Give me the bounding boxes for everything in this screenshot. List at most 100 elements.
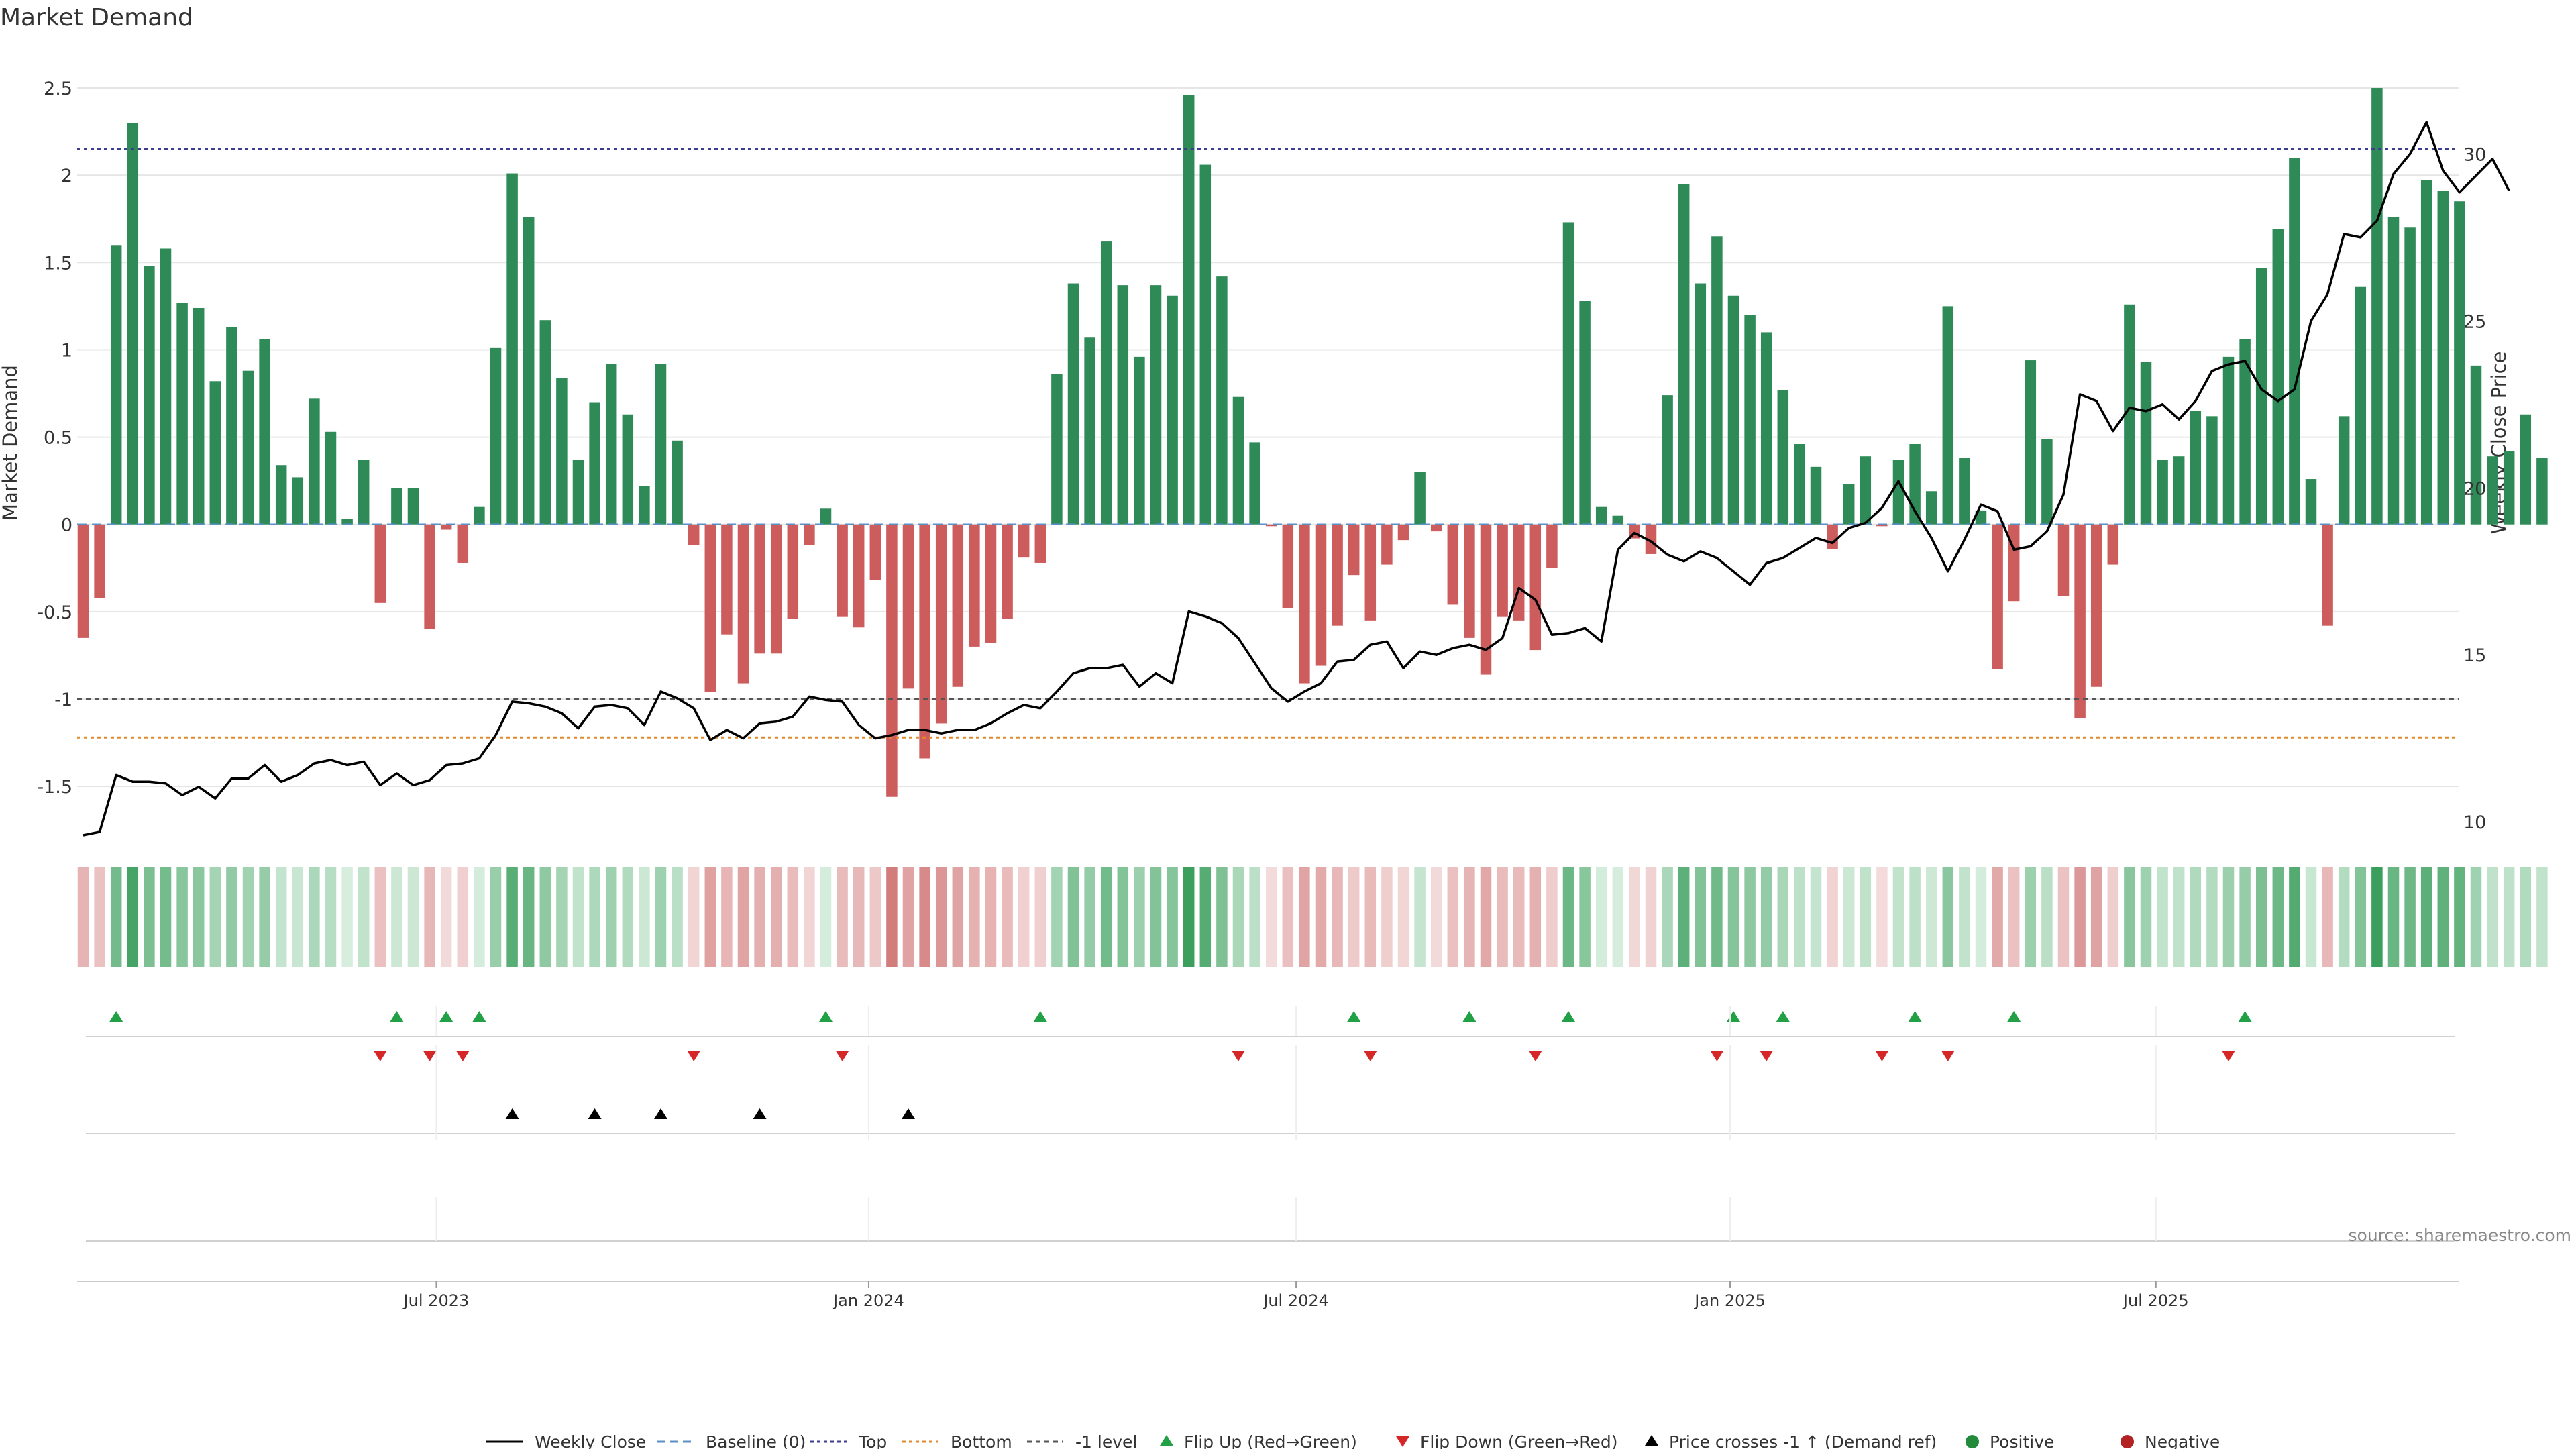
heat-cell — [2437, 867, 2449, 967]
demand-bar — [2437, 191, 2449, 525]
reference-levels — [77, 148, 2459, 739]
demand-bar — [2355, 286, 2367, 525]
demand-bar — [1562, 222, 1574, 525]
heat-cell — [193, 867, 205, 967]
demand-bar — [391, 488, 402, 525]
heat-cell — [1315, 867, 1327, 967]
demand-bar — [2157, 460, 2168, 525]
legend-label: Bottom — [951, 1432, 1012, 1449]
demand-bar — [655, 364, 667, 525]
y-tick-label: 1 — [61, 340, 72, 361]
x-tick-label: Jan 2024 — [832, 1291, 904, 1310]
demand-bar — [440, 524, 452, 530]
heat-cell — [1183, 867, 1195, 967]
heat-cell — [407, 867, 419, 967]
heat-cell — [804, 867, 815, 967]
legend-label: Weekly Close — [535, 1432, 646, 1449]
heat-cell — [969, 867, 980, 967]
demand-bar — [259, 339, 270, 525]
weekly-close-line — [83, 121, 2510, 837]
demand-bar — [886, 524, 898, 797]
heat-cell — [1860, 867, 1872, 967]
demand-bar — [209, 381, 221, 525]
demand-bar — [1381, 524, 1393, 565]
heat-cell — [1909, 867, 1921, 967]
heat-cell — [1265, 867, 1277, 967]
heat-cell — [1695, 867, 1707, 967]
flip-down-marker — [2222, 1051, 2235, 1061]
demand-bar — [2041, 439, 2053, 525]
heat-cell — [490, 867, 502, 967]
demand-bar — [1464, 524, 1475, 638]
heat-cell — [1332, 867, 1343, 967]
flip-up-marker — [1727, 1011, 1740, 1022]
demand-bar — [1513, 524, 1525, 621]
demand-bar — [2057, 524, 2070, 596]
heat-cell — [655, 867, 667, 967]
heat-cell — [94, 867, 105, 967]
heat-cell — [1595, 867, 1607, 967]
heat-cell — [1249, 867, 1260, 967]
x-tick-label: Jul 2024 — [1262, 1291, 1329, 1310]
heat-cell — [1497, 867, 1508, 967]
demand-bar — [2190, 411, 2202, 525]
heat-cell — [1579, 867, 1591, 967]
legend-item: Positive — [1966, 1432, 2054, 1449]
heat-cell — [1150, 867, 1162, 967]
heat-cell — [2025, 867, 2037, 967]
demand-bar — [325, 431, 337, 525]
heat-cell — [1629, 867, 1640, 967]
heat-cell — [2338, 867, 2350, 967]
heat-cell — [1299, 867, 1310, 967]
demand-bar — [1892, 460, 1904, 525]
demand-bar — [160, 248, 172, 525]
demand-bar — [837, 524, 848, 617]
heat-cell — [374, 867, 386, 967]
y-tick-label: 0.5 — [44, 428, 72, 449]
y-tick-label: -0.5 — [37, 602, 72, 623]
demand-bar — [539, 320, 551, 525]
heat-cell — [1100, 867, 1112, 967]
heat-cell — [1117, 867, 1129, 967]
demand-bar — [2206, 416, 2218, 525]
demand-bar — [787, 524, 799, 619]
demand-bar — [688, 524, 700, 545]
demand-bar — [341, 519, 353, 525]
y2-tick-label: 25 — [2463, 311, 2486, 332]
flip-down-marker — [1363, 1051, 1377, 1061]
y2-tick-label: 30 — [2463, 144, 2486, 165]
demand-bar — [1265, 524, 1277, 527]
heat-cell — [1084, 867, 1095, 967]
heat-cell — [2420, 867, 2432, 967]
demand-bar — [292, 477, 304, 525]
heat-cell — [1562, 867, 1574, 967]
demand-bar — [2173, 456, 2185, 525]
heat-cell — [721, 867, 733, 967]
heat-cell — [787, 867, 799, 967]
heat-cell — [160, 867, 172, 967]
demand-bar — [869, 524, 881, 580]
demand-bar — [1199, 164, 1212, 525]
heat-cell — [325, 867, 337, 967]
demand-bar — [820, 508, 832, 525]
heat-cell — [919, 867, 930, 967]
legend-item: Price crosses -1 ↑ (Demand ref) — [1645, 1432, 1937, 1449]
demand-bar — [2272, 229, 2284, 525]
demand-bar — [2470, 365, 2482, 525]
flip-up-marker — [472, 1011, 486, 1022]
demand-bar — [474, 506, 485, 525]
heat-cell — [1810, 867, 1822, 967]
demand-bar — [1612, 515, 1624, 525]
y2-tick-label: 20 — [2463, 478, 2486, 499]
demand-bar — [424, 524, 435, 629]
price-line — [83, 121, 2510, 837]
red-dot-icon — [2121, 1435, 2134, 1448]
y-tick-label: -1.5 — [37, 777, 72, 798]
heat-cell — [2222, 867, 2235, 967]
price-cross-marker — [654, 1108, 667, 1119]
heat-cell — [2140, 867, 2152, 967]
y-tick-label: 0 — [61, 515, 72, 536]
heat-cell — [144, 867, 155, 967]
heat-cell — [341, 867, 353, 967]
demand-bar — [1348, 524, 1360, 576]
